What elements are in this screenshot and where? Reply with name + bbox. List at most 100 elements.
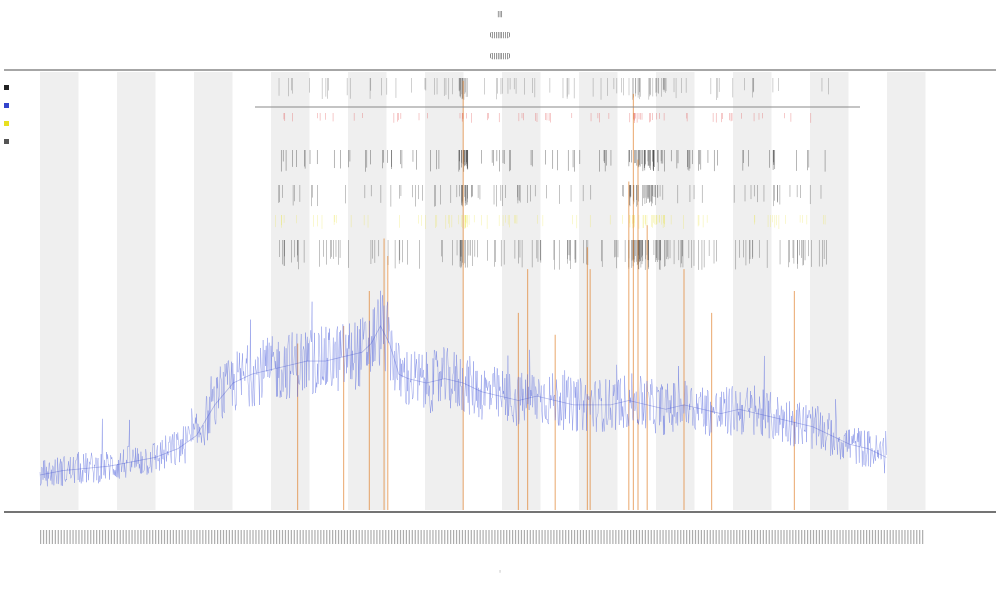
- x-tick-label: [134, 530, 136, 544]
- x-tick-label: [45, 530, 48, 544]
- x-tick-label: [199, 530, 201, 544]
- x-tick-label: [388, 530, 390, 544]
- x-tick-label: [677, 530, 679, 544]
- x-tick-label: [175, 530, 177, 544]
- x-tick-label: [222, 530, 225, 544]
- x-tick-label: [798, 530, 800, 544]
- x-tick-label: [367, 530, 369, 544]
- x-tick-label: [771, 530, 773, 544]
- x-tick-label: [674, 530, 676, 544]
- x-tick-label: [836, 530, 838, 544]
- x-tick-label: [337, 530, 340, 544]
- x-tick-label: [506, 530, 508, 544]
- x-tick-label: [408, 530, 410, 544]
- x-tick-label: [149, 530, 151, 544]
- x-tick-label: [750, 530, 753, 544]
- x-tick-label: [370, 530, 372, 544]
- x-tick-label: [450, 530, 452, 544]
- x-tick-label: [500, 530, 502, 544]
- x-tick-label: [833, 530, 835, 544]
- x-tick-label: [789, 530, 791, 544]
- x-tick-label: [774, 530, 776, 544]
- x-tick-label: [432, 530, 434, 544]
- x-tick-label: [795, 530, 797, 544]
- x-tick-label: [748, 530, 750, 544]
- x-tick-label: [87, 530, 89, 544]
- x-tick-label: [568, 530, 570, 544]
- x-tick-label: [588, 530, 590, 544]
- x-tick-label: [691, 530, 694, 544]
- x-tick-label: [270, 530, 272, 544]
- x-tick-label: [234, 530, 236, 544]
- x-tick-label: [877, 530, 879, 544]
- x-tick-label: [550, 530, 552, 544]
- x-tick-label: [217, 530, 219, 544]
- x-tick-label: [355, 530, 357, 544]
- x-tick-label: [417, 530, 419, 544]
- x-tick-label: [641, 530, 643, 544]
- x-tick-label: [54, 530, 56, 544]
- x-tick-label: [547, 530, 549, 544]
- x-tick-label: [624, 530, 626, 544]
- x-axis-label: |: [499, 569, 500, 573]
- series-line-0: [39, 290, 887, 487]
- x-tick-label: [287, 530, 289, 544]
- x-tick-label: [119, 530, 121, 544]
- x-tick-label: [467, 530, 469, 544]
- main-signal-series: [39, 290, 887, 487]
- x-tick-label: [202, 530, 204, 544]
- x-tick-label: [898, 530, 900, 544]
- x-tick-label: [892, 530, 894, 544]
- x-tick-label: [907, 530, 909, 544]
- x-tick-label: [93, 530, 95, 544]
- x-tick-label: [703, 530, 705, 544]
- x-tick-label: [296, 530, 298, 544]
- x-tick-label: [638, 530, 641, 544]
- x-tick-label: [866, 530, 868, 544]
- x-tick-label: [101, 530, 104, 544]
- x-tick-label: [57, 530, 59, 544]
- x-tick-label: [181, 530, 183, 544]
- x-tick-label: [143, 530, 145, 544]
- x-tick-label: [612, 530, 614, 544]
- x-tick-label: [455, 530, 458, 544]
- x-tick-label: [476, 530, 478, 544]
- x-tick-label: [60, 530, 62, 544]
- x-tick-label: [299, 530, 301, 544]
- x-tick-label: [910, 530, 912, 544]
- x-tick-label: [488, 530, 490, 544]
- x-tick-label: [653, 530, 655, 544]
- x-tick-label: [464, 530, 466, 544]
- x-tick-label: [591, 530, 593, 544]
- x-tick-label: [284, 530, 287, 544]
- legend: [4, 85, 9, 144]
- x-tick-label: [470, 530, 472, 544]
- x-tick-label: [373, 530, 375, 544]
- x-tick-label: [352, 530, 354, 544]
- x-tick-label: [618, 530, 620, 544]
- band-2: [117, 72, 156, 510]
- x-tick-label: [190, 530, 192, 544]
- x-tick-label: [211, 530, 213, 544]
- x-tick-label: [541, 530, 543, 544]
- x-tick-label: [402, 530, 405, 544]
- x-tick-label: [473, 530, 475, 544]
- x-tick-label: [75, 530, 77, 544]
- x-tick-label: [243, 530, 245, 544]
- x-tick-label: [730, 530, 732, 544]
- x-tick-label: [78, 530, 80, 544]
- x-tick-label: [804, 530, 806, 544]
- x-tick-label: [529, 530, 531, 544]
- band-22: [887, 72, 926, 510]
- x-tick-label: [733, 530, 735, 544]
- x-tick-label: [160, 530, 163, 544]
- x-tick-label: [597, 530, 599, 544]
- x-tick-label: [671, 530, 673, 544]
- x-tick-label: [562, 530, 564, 544]
- x-tick-label: [783, 530, 785, 544]
- x-tick-label: [146, 530, 148, 544]
- x-tick-label: [237, 530, 239, 544]
- x-tick-label: [777, 530, 779, 544]
- x-tick-label: [712, 530, 714, 544]
- x-tick-label: [314, 530, 316, 544]
